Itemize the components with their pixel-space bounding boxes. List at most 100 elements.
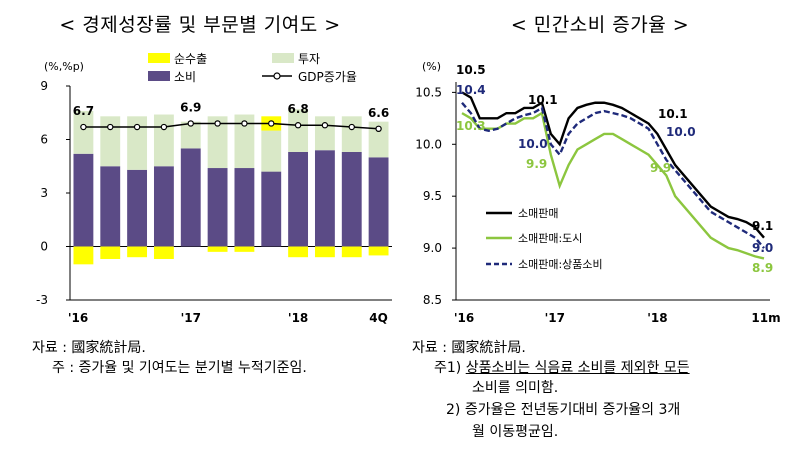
- bar-consumption: [153, 166, 174, 247]
- series-data-label: 10.3: [456, 119, 486, 133]
- left-y-tick-label: 3: [40, 186, 48, 200]
- series-data-label: 10.4: [456, 83, 486, 97]
- left-y-tick-label: 6: [40, 133, 48, 147]
- gdp-marker: [348, 123, 355, 131]
- right-note1: 주1) 상품소비는 식음료 소비를 제외한 모든: [434, 358, 690, 378]
- right-note2: 2) 증가율은 전년동기대비 증가율의 3개: [446, 400, 680, 420]
- bar-investment: [73, 110, 94, 154]
- legend-goods-label: 소매판매:상품소비: [518, 258, 603, 271]
- right-x-tick-label: '17: [545, 311, 565, 325]
- series-data-label: 9.9: [650, 161, 671, 175]
- bar-net-exports: [234, 246, 255, 252]
- bar-investment: [153, 114, 174, 167]
- bar-net-exports: [153, 246, 174, 259]
- right-chart-svg: (%) 소매판매 소매판매:도시 소매판매:상품소비 8.5 9.0 9.5 10.0…: [415, 60, 780, 325]
- bar-consumption: [288, 151, 309, 247]
- left-x-tick-label: '18: [288, 311, 308, 325]
- left-x-tick-label: '17: [181, 311, 201, 325]
- urban-line: [461, 111, 765, 260]
- legend-investment-label: 투자: [298, 52, 320, 66]
- series-data-label: 10.5: [456, 63, 486, 77]
- bar-investment: [234, 114, 255, 169]
- retail-line: [461, 91, 765, 239]
- goods-line: [461, 101, 765, 249]
- bar-consumption: [314, 150, 335, 247]
- gdp-marker: [133, 123, 141, 131]
- gdp-marker: [214, 120, 221, 127]
- bar-consumption: [73, 153, 94, 247]
- bar-consumption: [100, 166, 121, 247]
- bar-consumption: [127, 169, 148, 247]
- right-note1-prefix: 주1): [434, 360, 466, 376]
- series-data-label: 9.0: [752, 241, 773, 255]
- right-x-tick-label: '16: [454, 311, 474, 325]
- right-x-tick-label: 11m: [751, 311, 780, 325]
- right-y-tick-label: 10.5: [415, 85, 442, 99]
- right-note2-cont: 월 이동평균임.: [472, 424, 559, 440]
- legend-retail-label: 소매판매: [518, 207, 558, 220]
- series-data-label: 9.9: [526, 157, 547, 171]
- bar-consumption: [341, 151, 362, 247]
- bar-net-exports: [100, 246, 121, 259]
- bar-investment: [288, 109, 309, 152]
- bar-net-exports: [288, 246, 309, 258]
- right-chart-title: < 민간소비 증가율 >: [510, 14, 690, 36]
- bar-investment: [180, 121, 201, 149]
- bar-investment: [368, 121, 389, 158]
- right-y-tick-label: 9.0: [423, 241, 442, 255]
- left-y-tick-label: -3: [36, 293, 48, 307]
- right-unit-label: (%): [422, 60, 441, 73]
- legend-urban-label: 소매판매:도시: [518, 232, 582, 245]
- right-x-tick-label: '18: [647, 311, 667, 325]
- left-chart-title: < 경제성장률 및 부문별 기여도 >: [59, 14, 341, 36]
- gdp-marker: [80, 123, 87, 131]
- right-note2-prefix: 2): [446, 402, 465, 418]
- left-chart-panel: < 경제성장률 및 부문별 기여도 > (%,%p) 순수출 투자 소비 GDP…: [32, 14, 392, 376]
- left-source: 자료 : 國家統計局.: [32, 340, 146, 356]
- right-chart-panel: < 민간소비 증가율 > (%) 소매판매 소매판매:도시 소매판매:상품소비 …: [400, 0, 800, 458]
- gdp-data-label: 6.6: [368, 106, 389, 120]
- gdp-data-label: 6.8: [287, 102, 308, 116]
- bar-consumption: [207, 168, 228, 247]
- gdp-data-label: 6.7: [73, 104, 94, 118]
- gdp-data-label: 6.9: [180, 100, 201, 114]
- right-y-tick-label: 9.5: [423, 189, 442, 203]
- left-y-tick-label: 9: [40, 79, 48, 93]
- left-unit-label: (%,%p): [44, 60, 84, 73]
- gdp-marker: [294, 122, 302, 129]
- bar-investment: [207, 116, 228, 169]
- bar-consumption: [180, 148, 201, 247]
- series-data-label: 10.1: [528, 93, 558, 107]
- legend-gdp-label: GDP증가율: [298, 70, 357, 84]
- bar-net-exports: [73, 246, 94, 265]
- gdp-line: [83, 122, 379, 130]
- bar-net-exports: [341, 246, 362, 258]
- bar-consumption: [234, 168, 255, 247]
- bar-consumption: [261, 171, 282, 247]
- left-note: 주 : 증가율 및 기여도는 분기별 누적기준임.: [52, 360, 307, 376]
- series-data-label: 10.0: [666, 125, 696, 139]
- right-note2-line1: 증가율은 전년동기대비 증가율의 3개: [464, 402, 681, 418]
- series-data-label: 10.1: [658, 107, 688, 121]
- gdp-marker: [268, 120, 275, 127]
- gdp-marker: [375, 125, 382, 133]
- bar-investment: [314, 116, 335, 151]
- bar-investment: [341, 116, 362, 152]
- legend-net-exports-swatch: [148, 53, 170, 63]
- right-note1-line1: 상품소비는 식음료 소비를 제외한 모든: [465, 360, 690, 376]
- gdp-marker: [187, 120, 194, 127]
- gdp-marker: [160, 123, 168, 131]
- legend-consumption-swatch: [148, 71, 170, 81]
- left-y-tick-label: 0: [40, 240, 48, 254]
- bar-net-exports: [368, 246, 389, 256]
- bar-investment: [261, 130, 282, 172]
- bar-net-exports: [207, 246, 228, 252]
- bar-investment: [100, 116, 121, 167]
- legend-net-exports-label: 순수출: [174, 52, 207, 66]
- series-data-label: 9.1: [752, 219, 773, 233]
- right-note1-cont: 소비를 의미함.: [472, 380, 559, 396]
- bar-net-exports: [127, 246, 148, 258]
- series-data-label: 8.9: [752, 261, 773, 275]
- right-source: 자료 : 國家統計局.: [412, 340, 526, 356]
- gdp-marker: [241, 120, 248, 127]
